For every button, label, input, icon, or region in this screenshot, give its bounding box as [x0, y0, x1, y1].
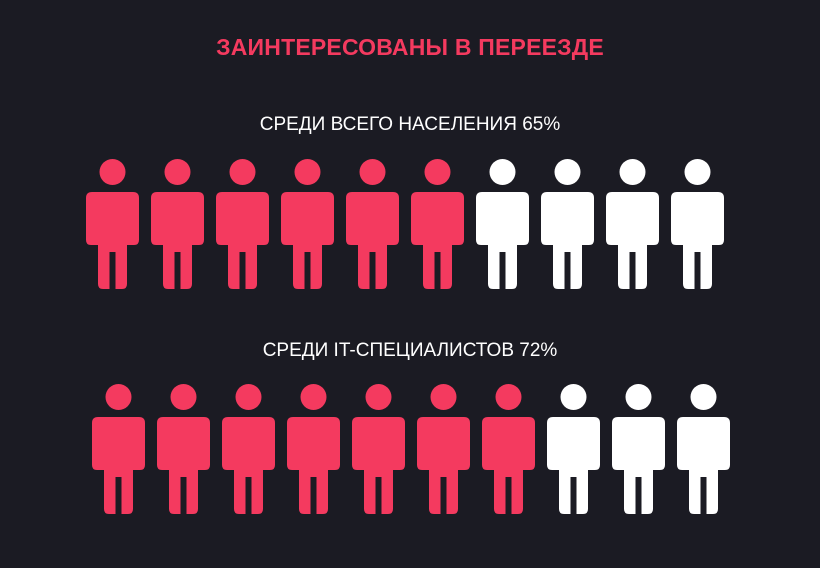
person-icon-filled	[216, 159, 269, 289]
population-subtitle: СРЕДИ ВСЕГО НАСЕЛЕНИЯ 65%	[259, 114, 561, 135]
person-icon-filled	[157, 384, 210, 514]
person-icon-filled	[92, 384, 145, 514]
person-icon-filled	[151, 159, 204, 289]
person-icon-filled	[352, 384, 405, 514]
person-icon-filled	[417, 384, 470, 514]
it-specialists-subtitle: СРЕДИ IT-СПЕЦИАЛИСТОВ 72%	[262, 340, 558, 361]
person-icon-empty	[677, 384, 730, 514]
person-icon-filled	[346, 159, 399, 289]
person-icon-empty	[541, 159, 594, 289]
person-icon-filled	[86, 159, 139, 289]
person-icon-filled	[287, 384, 340, 514]
it-specialists-pictogram	[92, 384, 730, 514]
person-icon-empty	[612, 384, 665, 514]
person-icon-filled	[222, 384, 275, 514]
chart-title: ЗАИНТЕРЕСОВАНЫ В ПЕРЕЕЗДЕ	[216, 34, 604, 60]
person-icon-empty	[476, 159, 529, 289]
person-icon-filled	[411, 159, 464, 289]
population-pictogram	[86, 159, 724, 289]
person-icon-filled	[281, 159, 334, 289]
person-icon-empty	[547, 384, 600, 514]
person-icon-empty	[671, 159, 724, 289]
person-icon-filled	[482, 384, 535, 514]
person-icon-empty	[606, 159, 659, 289]
